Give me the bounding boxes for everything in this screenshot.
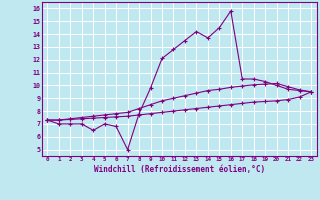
X-axis label: Windchill (Refroidissement éolien,°C): Windchill (Refroidissement éolien,°C): [94, 165, 265, 174]
